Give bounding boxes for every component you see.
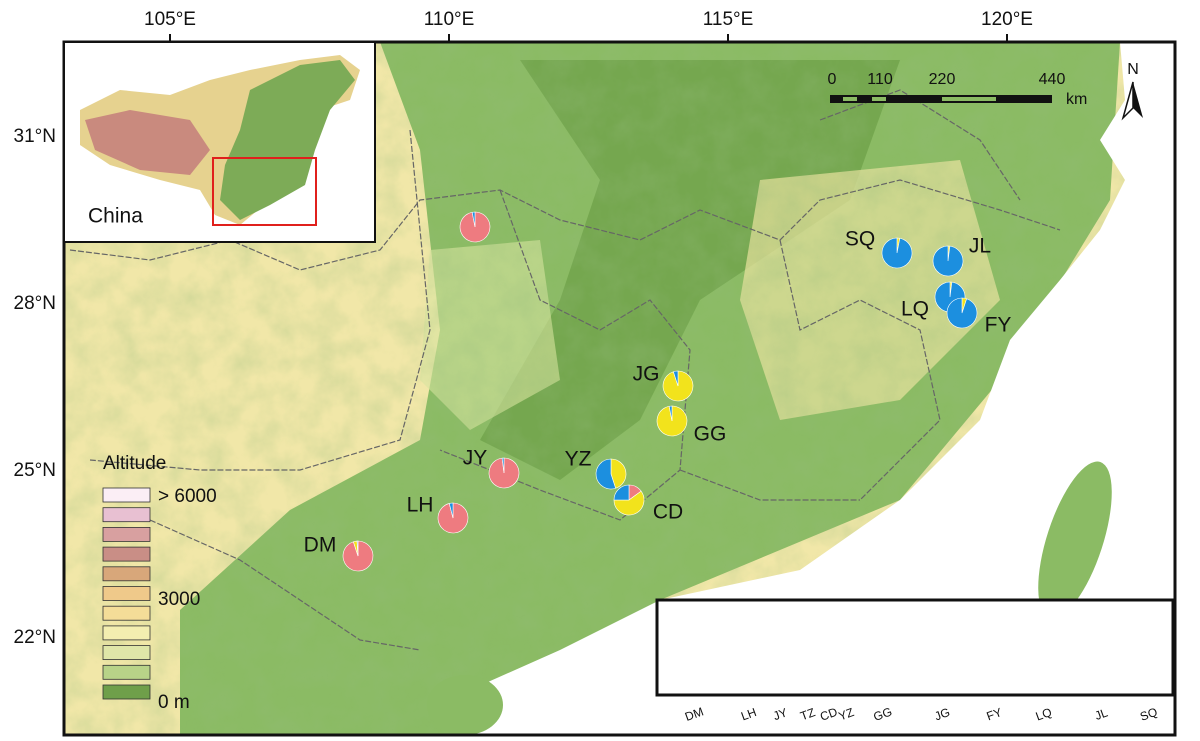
site-label: FY: [985, 314, 1012, 337]
lat-label: 25°N: [14, 460, 56, 481]
population-label: CD: [818, 705, 839, 724]
pie-slice: [356, 540, 359, 557]
site-label: LQ: [901, 298, 929, 321]
site-label: GG: [694, 423, 727, 446]
pie-slice: [610, 458, 627, 489]
scale-unit: km: [1066, 91, 1087, 108]
pie-slice: [448, 502, 454, 519]
site-label: YZ: [565, 448, 592, 471]
legend-swatch: [102, 507, 151, 523]
legend-swatch: [102, 625, 151, 641]
scale-label: 220: [929, 71, 956, 88]
legend-swatch: [102, 566, 151, 582]
inset-map: China: [63, 41, 376, 243]
north-arrow: N: [1121, 61, 1143, 121]
scale-bar: [830, 95, 1052, 103]
site-label: SQ: [845, 228, 875, 251]
population-label: YZ: [837, 705, 856, 723]
legend-label: 3000: [158, 589, 200, 610]
pie-slice: [613, 484, 630, 501]
population-label: FY: [985, 705, 1004, 723]
legend-swatch: [102, 605, 151, 621]
population-label: LH: [739, 705, 758, 723]
site-label: LH: [407, 494, 434, 517]
pie-slice: [881, 237, 913, 269]
population-label: JL: [1093, 705, 1110, 723]
north-label: N: [1127, 61, 1139, 78]
inset-label: China: [88, 205, 143, 228]
pie-slice: [932, 245, 964, 277]
pie-slice: [471, 211, 476, 228]
legend-swatch: [102, 645, 151, 660]
altitude-legend: Altitude > 6000 3000 0 m: [102, 453, 217, 713]
legend-swatch: [102, 527, 151, 542]
legend-swatch: [102, 487, 151, 503]
pie-slice: [672, 370, 679, 387]
lon-label: 115°E: [703, 9, 754, 30]
legend-swatch: [102, 664, 151, 680]
population-label: LQ: [1034, 705, 1054, 724]
population-label: GG: [872, 704, 894, 724]
lat-label: 31°N: [14, 126, 56, 147]
population-label: TZ: [798, 705, 817, 723]
site-label: DM: [304, 534, 337, 557]
legend-swatch: [102, 546, 151, 562]
population-label: JG: [933, 705, 952, 723]
lon-label: 105°E: [144, 9, 196, 30]
population-label: DM: [683, 704, 705, 724]
lat-label: 28°N: [14, 293, 56, 314]
scale-label: 440: [1039, 71, 1066, 88]
lat-label: 22°N: [14, 627, 56, 648]
lon-label: 120°E: [981, 9, 1033, 30]
population-label: SQ: [1138, 705, 1159, 724]
population-label: JY: [771, 705, 789, 723]
pie-slice: [668, 405, 673, 422]
scale-label: 0: [828, 71, 837, 88]
pie-slice: [595, 458, 617, 490]
pie-slice: [613, 490, 645, 516]
legend-swatch: [102, 586, 151, 601]
site-label: JL: [969, 235, 991, 258]
legend-label: > 6000: [158, 486, 217, 507]
legend-label: 0 m: [158, 692, 190, 713]
site-label: CD: [653, 501, 683, 524]
site-label: JG: [633, 363, 660, 386]
pie-slice: [946, 297, 978, 329]
site-label: JY: [463, 447, 488, 470]
scale-label: 110: [867, 71, 893, 88]
map-frame: [62, 40, 1177, 737]
pie-slice: [501, 457, 505, 474]
legend-title: Altitude: [103, 453, 166, 474]
legend-swatch: [102, 684, 151, 700]
lon-label: 110°E: [424, 9, 475, 30]
